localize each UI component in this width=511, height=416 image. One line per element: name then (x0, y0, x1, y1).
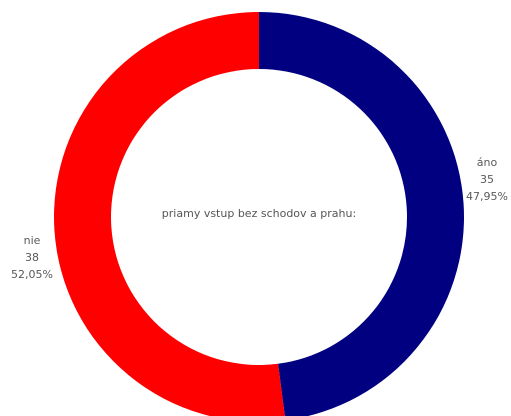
slice-ano (259, 12, 464, 416)
slice-label-ano-value: 35 (480, 173, 494, 186)
slice-label-ano-percent: 47,95% (466, 190, 508, 203)
slices-group (54, 12, 464, 416)
slice-label-nie-percent: 52,05% (11, 268, 53, 281)
center-label: priamy vstup bez schodov a prahu: (162, 207, 356, 220)
slice-nie (54, 12, 285, 416)
slice-label-ano-category: áno (477, 156, 498, 169)
slice-label-nie-value: 38 (25, 251, 39, 264)
slice-label-nie: nie 38 52,05% (11, 234, 53, 281)
slice-label-ano: áno 35 47,95% (466, 156, 508, 203)
slice-label-nie-category: nie (24, 234, 41, 247)
